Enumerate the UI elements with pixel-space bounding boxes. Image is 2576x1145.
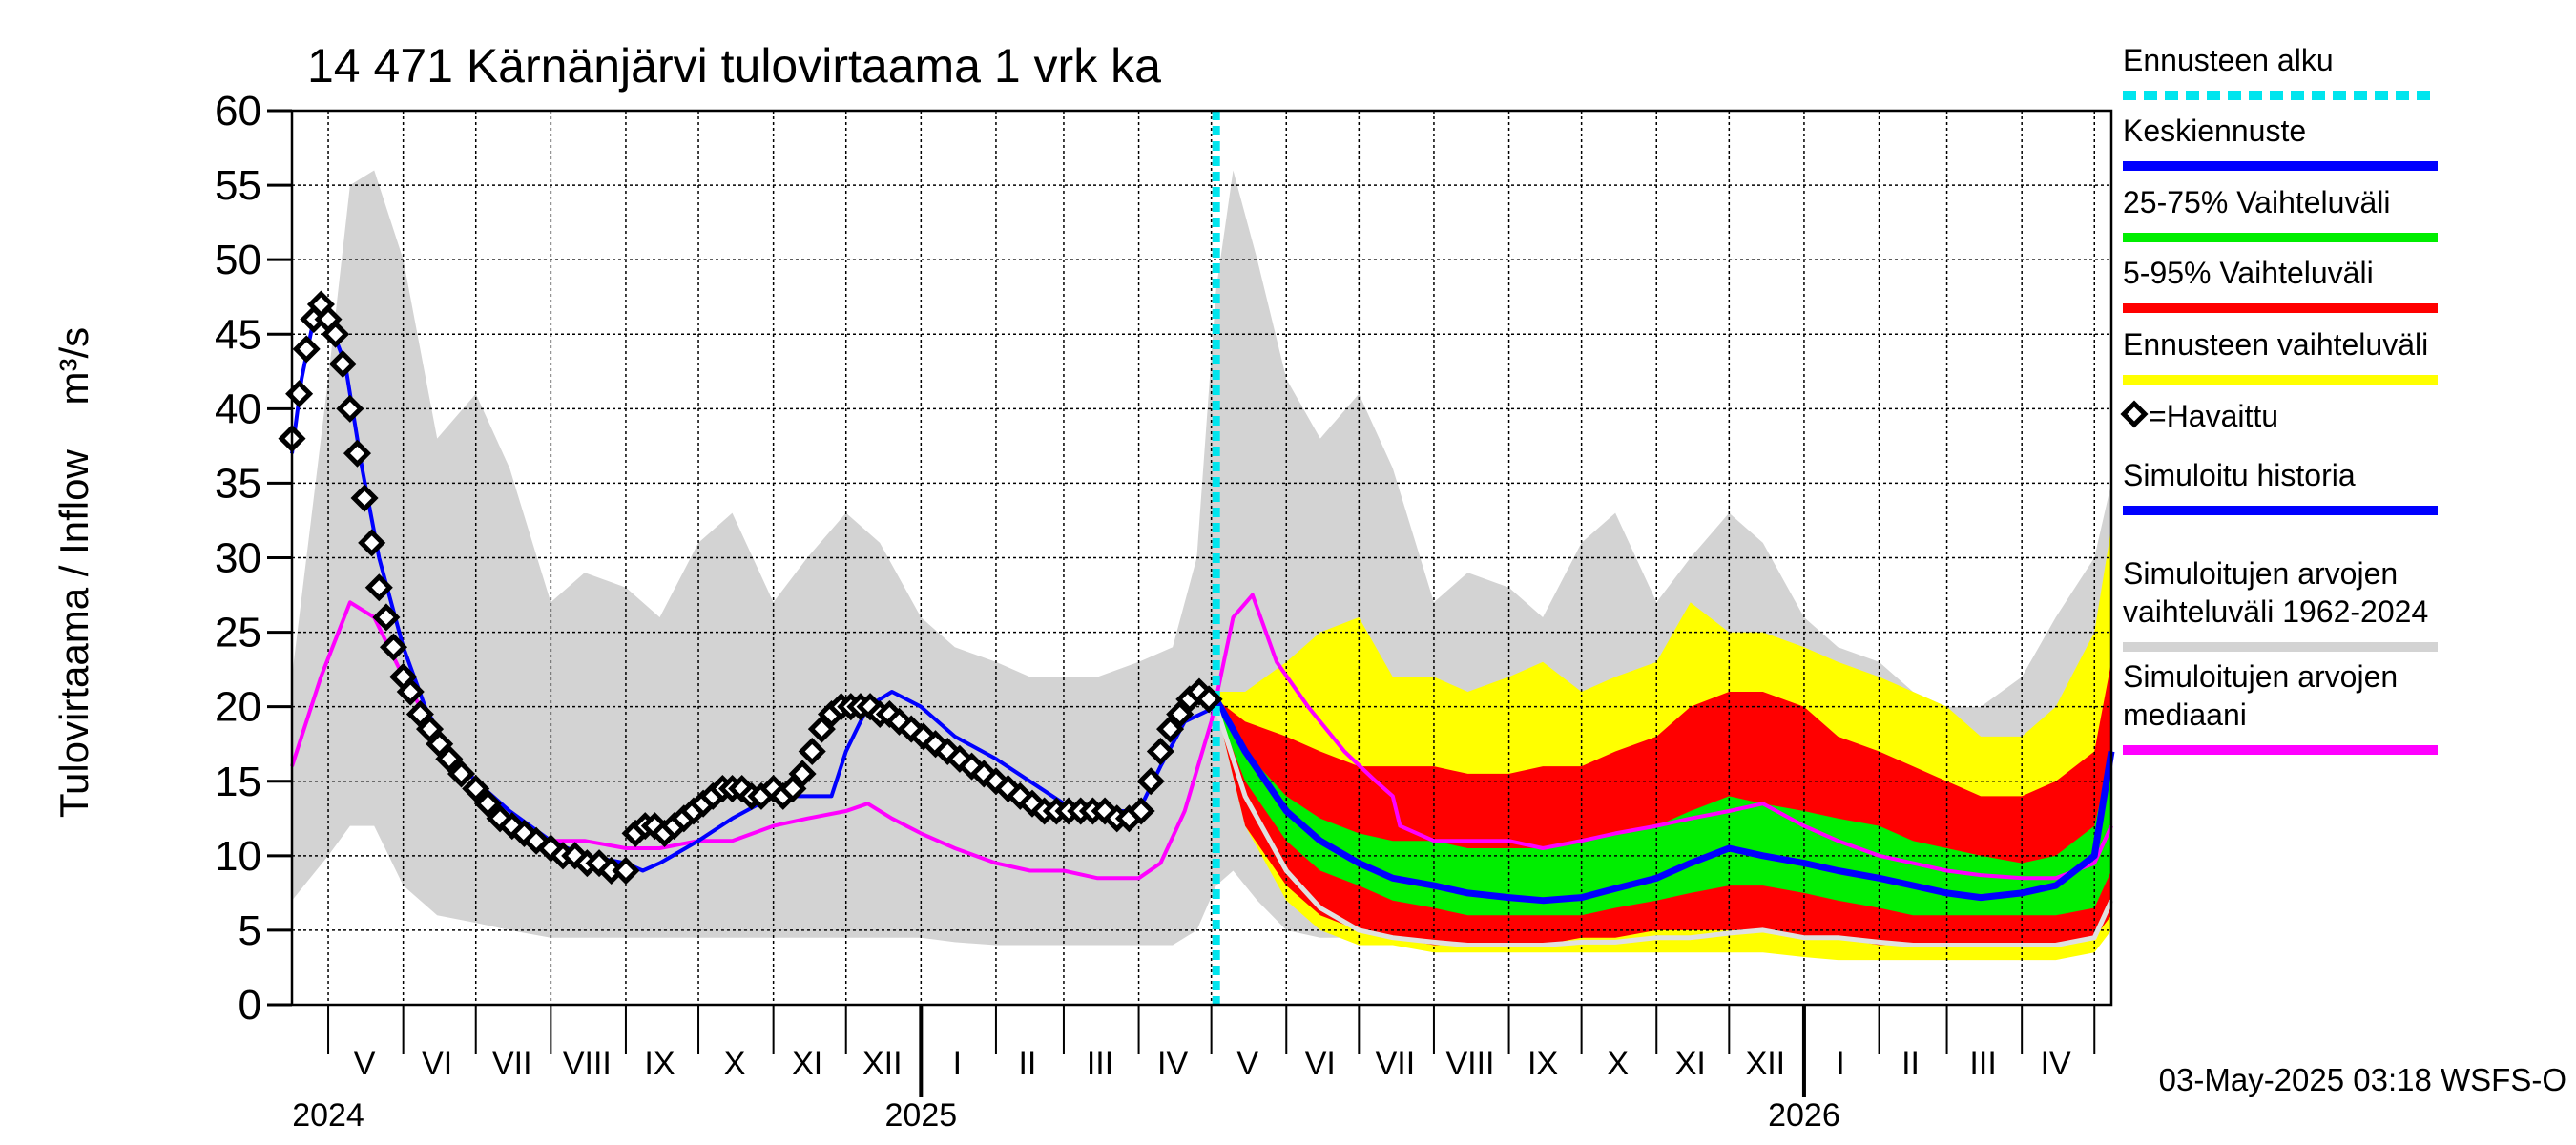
- x-month-label: VII: [492, 1046, 532, 1082]
- chart-title: 14 471 Kärnänjärvi tulovirtaama 1 vrk ka: [307, 39, 1161, 93]
- observed-marker: [343, 439, 372, 468]
- y-tick-label: 50: [215, 237, 261, 283]
- observed-marker: [396, 677, 425, 706]
- legend-label: Simuloitujen arvojen: [2123, 556, 2398, 591]
- observed-marker: [358, 529, 386, 557]
- observed-markers: [278, 290, 1223, 885]
- y-tick-label: 30: [215, 535, 261, 582]
- x-year-label: 2024: [292, 1097, 364, 1134]
- observed-marker: [1146, 737, 1174, 766]
- legend-label: =Havaittu: [2149, 399, 2278, 433]
- observed-marker: [807, 715, 836, 743]
- x-month-label: IX: [644, 1046, 675, 1082]
- line-simuloitujen-arvojen-mediaani: [290, 593, 2113, 881]
- legend-label: Ennusteen alku: [2123, 43, 2334, 77]
- observed-marker: [1155, 715, 1185, 743]
- observed-marker: [462, 775, 490, 803]
- y-tick-label: 10: [215, 833, 261, 880]
- x-month-label: XII: [1746, 1046, 1786, 1082]
- observed-marker: [426, 730, 454, 759]
- observed-marker: [322, 320, 350, 348]
- legend-label: Ennusteen vaihteluväli: [2123, 327, 2428, 362]
- observed-marker: [364, 573, 393, 602]
- timestamp-footer: 03-May-2025 03:18 WSFS-O: [2159, 1062, 2566, 1097]
- x-month-label: I: [1836, 1046, 1844, 1082]
- y-tick-label: 45: [215, 311, 261, 358]
- data-bands: [292, 170, 2111, 961]
- x-month-label: II: [1901, 1046, 1920, 1082]
- x-month-label: VI: [422, 1046, 452, 1082]
- observed-marker: [779, 775, 807, 803]
- observed-marker: [372, 603, 401, 632]
- x-month-label: V: [1236, 1046, 1258, 1082]
- y-tick-label: 5: [239, 907, 261, 954]
- x-month-label: VIII: [1445, 1046, 1494, 1082]
- x-month-label: VII: [1376, 1046, 1416, 1082]
- x-month-label: IV: [1157, 1046, 1188, 1082]
- observed-marker: [1136, 767, 1165, 796]
- legend-label: 25-75% Vaihteluväli: [2123, 185, 2390, 219]
- band-25-75-vaihteluv-li: [1215, 698, 2111, 916]
- x-month-label: I: [953, 1046, 962, 1082]
- legend-marker-icon: [2120, 400, 2149, 428]
- observed-marker: [473, 789, 502, 818]
- x-month-label: XI: [792, 1046, 822, 1082]
- y-tick-label: 35: [215, 460, 261, 507]
- y-tick-label: 25: [215, 610, 261, 656]
- x-month-label: VI: [1305, 1046, 1336, 1082]
- x-month-label: II: [1018, 1046, 1036, 1082]
- observed-marker: [1127, 797, 1155, 825]
- legend-label: Simuloitujen arvojen: [2123, 659, 2398, 694]
- observed-marker: [612, 856, 640, 885]
- x-year-label: 2025: [885, 1097, 958, 1134]
- observed-marker: [350, 484, 379, 512]
- x-month-label: X: [1607, 1046, 1629, 1082]
- x-month-label: IV: [2041, 1046, 2071, 1082]
- x-month-label: XI: [1675, 1046, 1706, 1082]
- observed-marker: [416, 715, 445, 743]
- observed-marker: [788, 760, 817, 788]
- observed-marker: [336, 394, 364, 423]
- observed-marker: [1195, 685, 1223, 714]
- x-year-label: 2026: [1768, 1097, 1840, 1134]
- observed-marker: [435, 744, 464, 773]
- legend: Ennusteen alku Keskiennuste 25-75% Vaihtel…: [2120, 43, 2438, 755]
- legend-label: Simuloitu historia: [2123, 458, 2356, 492]
- x-month-label: IX: [1527, 1046, 1558, 1082]
- line-ennusteen-minimi: [1214, 705, 2114, 947]
- legend-label: 5-95% Vaihteluväli: [2123, 256, 2374, 290]
- grid-lines: [292, 111, 2111, 1005]
- observed-marker: [1166, 699, 1195, 729]
- y-tick-label: 0: [239, 982, 261, 1029]
- x-month-label: X: [724, 1046, 746, 1082]
- observed-marker: [379, 633, 408, 661]
- y-tick-label: 55: [215, 162, 261, 209]
- y-tick-label: 20: [215, 684, 261, 731]
- observed-marker: [292, 335, 321, 364]
- x-month-label: III: [1087, 1046, 1113, 1082]
- observed-marker: [328, 349, 357, 379]
- y-tick-label: 40: [215, 385, 261, 432]
- y-tick-label: 60: [215, 88, 261, 135]
- x-month-label: III: [1969, 1046, 1996, 1082]
- legend-label: mediaani: [2123, 697, 2247, 732]
- observed-marker: [447, 760, 476, 788]
- legend-label: Keskiennuste: [2123, 114, 2306, 148]
- y-tick-label: 15: [215, 759, 261, 805]
- x-month-label: XII: [862, 1046, 903, 1082]
- line-keskiennuste: [1213, 697, 2115, 905]
- legend-label: vaihteluväli 1962-2024: [2123, 594, 2428, 629]
- x-month-label: V: [354, 1046, 376, 1082]
- observed-marker: [405, 699, 434, 729]
- y-axis-label: Tulovirtaama / Inflow m³/s: [52, 327, 96, 818]
- observed-marker: [798, 737, 826, 766]
- x-month-label: VIII: [563, 1046, 612, 1082]
